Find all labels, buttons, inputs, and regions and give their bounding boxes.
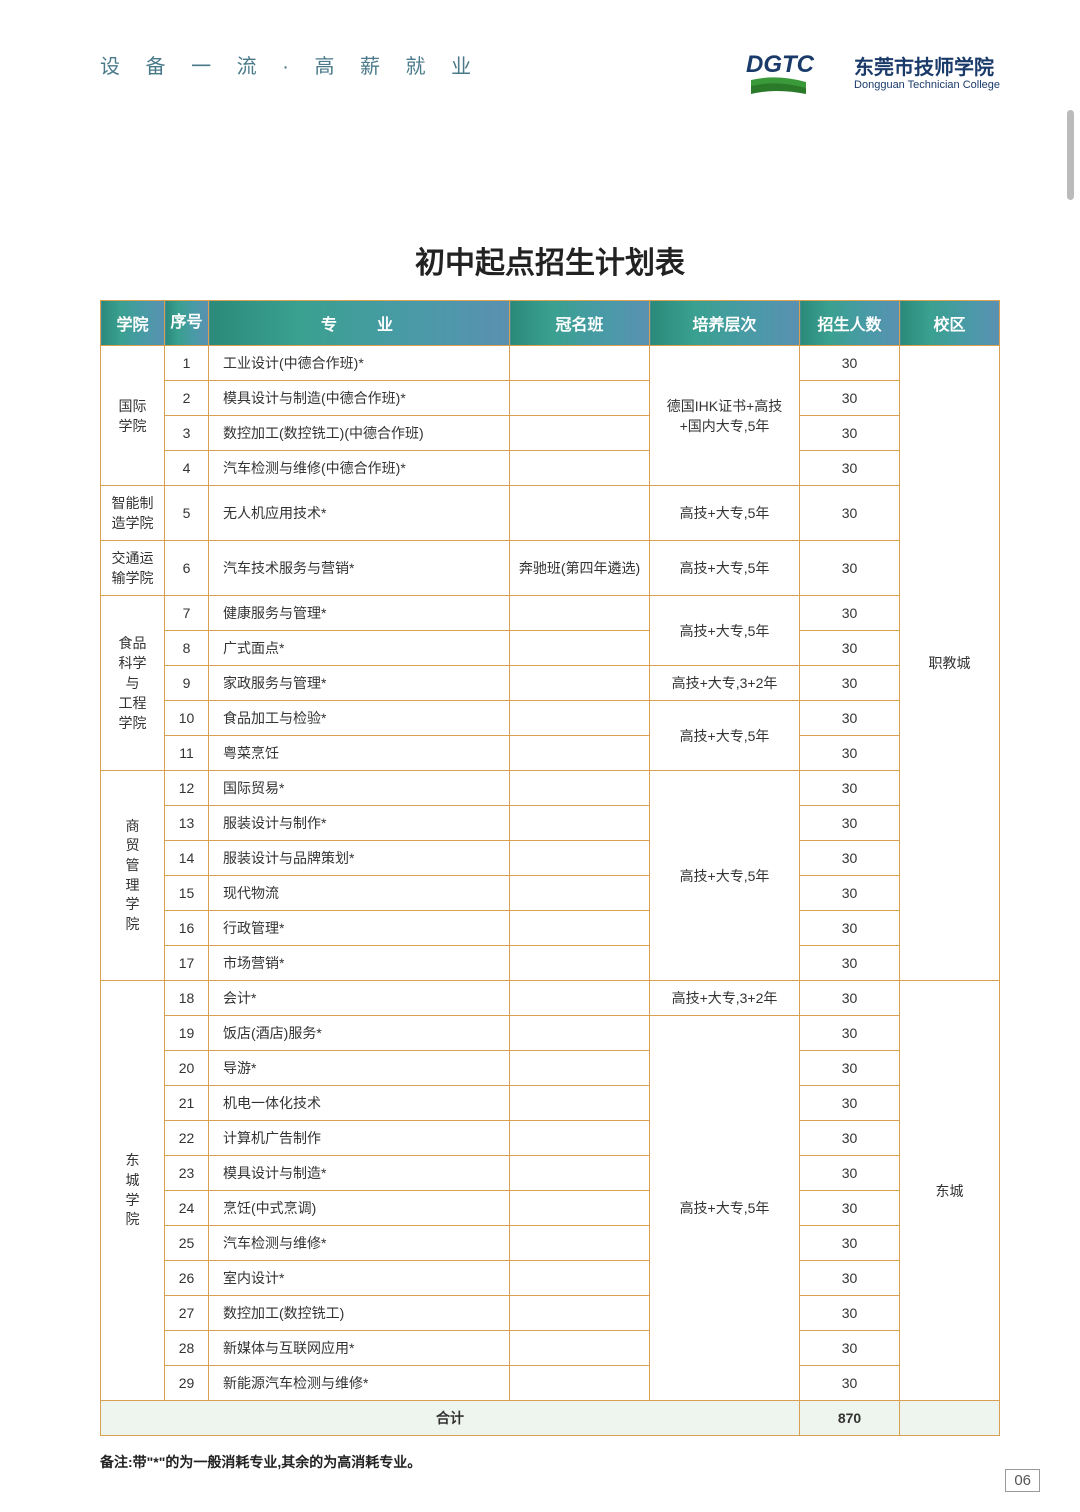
table-row: 9家政服务与管理*高技+大专,3+2年30 bbox=[101, 666, 1000, 701]
th-count: 招生人数 bbox=[800, 301, 900, 346]
class bbox=[510, 346, 650, 381]
table-row: 商贸管理学院 12国际贸易* 高技+大专,5年30 bbox=[101, 771, 1000, 806]
page-number: 06 bbox=[1005, 1469, 1040, 1492]
table-row: 东城学院 18会计* 高技+大专,3+2年30 东城 bbox=[101, 981, 1000, 1016]
total-label: 合计 bbox=[101, 1401, 800, 1436]
dgtc-logo-icon: DGTC bbox=[746, 50, 846, 98]
th-level: 培养层次 bbox=[650, 301, 800, 346]
enrollment-table: 学院 序号 专业 冠名班 培养层次 招生人数 校区 国际 学院 1 工业设计(中… bbox=[100, 300, 1000, 1436]
level: 德国IHK证书+高技 +国内大专,5年 bbox=[650, 346, 800, 486]
logo-cn: 东莞市技师学院 bbox=[854, 57, 1000, 79]
table-row: 国际 学院 1 工业设计(中德合作班)* 德国IHK证书+高技 +国内大专,5年… bbox=[101, 346, 1000, 381]
table-row: 4汽车检测与维修(中德合作班)*30 bbox=[101, 451, 1000, 486]
table-row: 23模具设计与制造*30 bbox=[101, 1156, 1000, 1191]
th-major: 专业 bbox=[209, 301, 510, 346]
table-row: 27数控加工(数控铣工)30 bbox=[101, 1296, 1000, 1331]
total-row: 合计 870 bbox=[101, 1401, 1000, 1436]
table-row: 交通运 输学院 6汽车技术服务与营销*奔驰班(第四年遴选) 高技+大专,5年30 bbox=[101, 541, 1000, 596]
table-row: 29新能源汽车检测与维修*30 bbox=[101, 1366, 1000, 1401]
logo-en: Dongguan Technician College bbox=[854, 79, 1000, 91]
table-row: 2模具设计与制造(中德合作班)*30 bbox=[101, 381, 1000, 416]
table-row: 26室内设计*30 bbox=[101, 1261, 1000, 1296]
table-row: 8广式面点*30 bbox=[101, 631, 1000, 666]
table-row: 21机电一体化技术30 bbox=[101, 1086, 1000, 1121]
table-row: 智能制 造学院 5无人机应用技术* 高技+大专,5年30 bbox=[101, 486, 1000, 541]
page-title: 初中起点招生计划表 bbox=[100, 238, 1000, 282]
table-row: 22计算机广告制作30 bbox=[101, 1121, 1000, 1156]
table-row: 16行政管理*30 bbox=[101, 911, 1000, 946]
th-seq: 序号 bbox=[165, 301, 209, 346]
th-class: 冠名班 bbox=[510, 301, 650, 346]
table-row: 28新媒体与互联网应用*30 bbox=[101, 1331, 1000, 1366]
th-college: 学院 bbox=[101, 301, 165, 346]
tagline: 设 备 一 流 · 高 薪 就 业 bbox=[100, 50, 481, 79]
count: 30 bbox=[800, 346, 900, 381]
header: 设 备 一 流 · 高 薪 就 业 DGTC 东莞市技师学院 Dongguan … bbox=[100, 50, 1000, 98]
footnote: 备注:带"*"的为一般消耗专业,其余的为高消耗专业。 bbox=[100, 1452, 1000, 1472]
total-value: 870 bbox=[800, 1401, 900, 1436]
table-row: 19饭店(酒店)服务*高技+大专,5年30 bbox=[101, 1016, 1000, 1051]
major: 工业设计(中德合作班)* bbox=[209, 346, 510, 381]
table-row: 10食品加工与检验*高技+大专,5年30 bbox=[101, 701, 1000, 736]
table-row: 11粤菜烹饪30 bbox=[101, 736, 1000, 771]
logo: DGTC 东莞市技师学院 Dongguan Technician College bbox=[746, 50, 1000, 98]
table-row: 17市场营销*30 bbox=[101, 946, 1000, 981]
table-row: 14服装设计与品牌策划*30 bbox=[101, 841, 1000, 876]
campus: 职教城 bbox=[900, 346, 1000, 981]
table-row: 25汽车检测与维修*30 bbox=[101, 1226, 1000, 1261]
scrollbar[interactable] bbox=[1067, 110, 1074, 200]
table-row: 13服装设计与制作*30 bbox=[101, 806, 1000, 841]
seq: 1 bbox=[165, 346, 209, 381]
table-row: 24烹饪(中式烹调)30 bbox=[101, 1191, 1000, 1226]
th-campus: 校区 bbox=[900, 301, 1000, 346]
table-row: 3数控加工(数控铣工)(中德合作班)30 bbox=[101, 416, 1000, 451]
table-header-row: 学院 序号 专业 冠名班 培养层次 招生人数 校区 bbox=[101, 301, 1000, 346]
table-row: 食品 科学 与 工程 学院 7健康服务与管理* 高技+大专,5年30 bbox=[101, 596, 1000, 631]
table-row: 20导游*30 bbox=[101, 1051, 1000, 1086]
table-row: 15现代物流30 bbox=[101, 876, 1000, 911]
svg-text:DGTC: DGTC bbox=[746, 51, 815, 78]
college-cell: 国际 学院 bbox=[101, 346, 165, 486]
